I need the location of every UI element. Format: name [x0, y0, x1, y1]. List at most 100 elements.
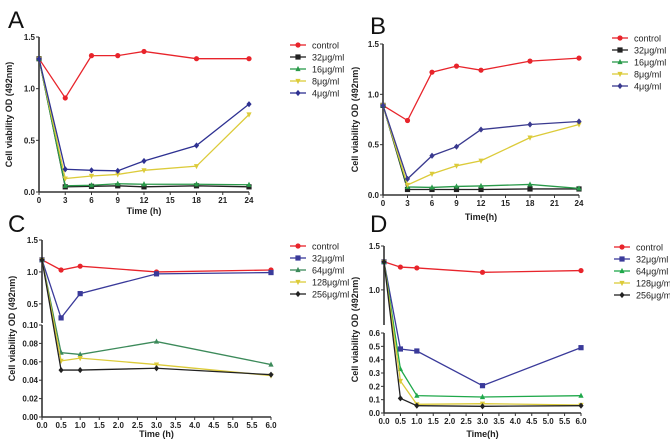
data-point [246, 181, 252, 187]
data-point [88, 53, 95, 59]
x-tick-label: 4.5 [208, 421, 220, 430]
legend-item: control [290, 242, 339, 252]
legend-item: 32μg/ml [290, 53, 344, 63]
x-tick-label: 3 [63, 196, 68, 205]
x-tick-label: 21 [550, 199, 559, 208]
x-tick-label: 0.0 [36, 421, 48, 430]
data-point [453, 143, 460, 150]
legend-label: 256μg/ml [312, 290, 349, 300]
data-point [429, 171, 435, 177]
x-tick-label: 12 [477, 199, 486, 208]
series-control [380, 55, 582, 124]
legend-marker [617, 71, 623, 78]
x-tick-label: 2.5 [461, 417, 473, 426]
data-point [88, 167, 95, 174]
data-point [246, 56, 252, 62]
data-point [77, 366, 83, 374]
x-tick-label: 5.0 [543, 417, 555, 426]
legend-label: control [634, 34, 661, 44]
y-tick-label: 1.0 [369, 286, 381, 295]
x-tick-label: 4.5 [526, 417, 538, 426]
y-axis-label: Cell viability OD (492nm) [350, 277, 360, 383]
series-32gml [380, 102, 582, 193]
y-tick-label: 0.4 [369, 356, 381, 365]
x-tick-label: 5.5 [559, 417, 571, 426]
series-4gml [380, 102, 582, 182]
x-tick-label: 2.0 [444, 417, 456, 426]
legend-marker [619, 267, 625, 274]
series-4gml [36, 55, 252, 174]
data-point [478, 186, 484, 193]
x-tick-label: 12 [140, 196, 149, 205]
data-point [404, 186, 411, 193]
legend-label: 16μg/ml [312, 65, 344, 75]
legend-marker [295, 42, 301, 48]
y-tick-label: 1.5 [24, 33, 36, 42]
data-point [429, 184, 435, 190]
data-point [479, 393, 486, 400]
x-tick-label: 1.5 [94, 421, 106, 430]
x-tick-label: 1.0 [75, 421, 87, 430]
legend-item: 256μg/ml [290, 290, 349, 300]
legend-label: 32μg/ml [312, 53, 344, 63]
data-point [153, 365, 160, 372]
legend-label: 8μg/ml [634, 70, 661, 80]
data-point [479, 383, 486, 389]
legend-label: 64μg/ml [636, 267, 668, 277]
data-point [429, 152, 435, 159]
x-tick-label: 3 [405, 199, 410, 208]
legend-marker [617, 58, 623, 65]
legend-item: 32μg/ml [612, 46, 666, 56]
y-tick-label: 0.06 [22, 358, 38, 367]
y-tick-label: 0.10 [22, 321, 38, 330]
x-tick-label: 3.0 [477, 417, 489, 426]
x-tick-label: 18 [192, 196, 201, 205]
data-point [141, 168, 147, 174]
legend-label: 8μg/ml [312, 77, 339, 87]
legend-label: control [312, 242, 339, 252]
y-axis-label: Cell viability OD (492nm) [4, 62, 14, 168]
data-point [397, 346, 404, 352]
data-point [153, 271, 160, 277]
data-point [39, 256, 45, 263]
legend-item: 16μg/ml [612, 58, 666, 68]
legend-marker [295, 290, 301, 298]
data-point [578, 392, 584, 398]
legend-item: 16μg/ml [290, 65, 344, 75]
legend-marker [295, 89, 301, 97]
x-axis-label: Time (h) [127, 206, 162, 216]
series-line [382, 105, 580, 186]
data-point [62, 182, 68, 188]
data-point [414, 402, 420, 409]
data-point [527, 121, 533, 128]
legend-label: 128μg/ml [312, 278, 349, 288]
data-point [77, 351, 83, 357]
data-point [268, 371, 274, 378]
data-point [453, 163, 460, 169]
data-point [381, 258, 387, 265]
panel-a: A 0 3 6 9 12 15 18 21 24 Time (h) 0.0 0.5 1.0 1.5 Cell … [4, 7, 344, 216]
data-point [527, 135, 533, 141]
x-tick-label: 3.5 [493, 417, 505, 426]
y-tick-label: 0.6 [369, 329, 381, 338]
data-point [77, 291, 83, 297]
panel-letter: B [370, 13, 386, 40]
data-point [527, 181, 533, 187]
data-point [414, 348, 420, 354]
x-tick-label: 4.0 [510, 417, 522, 426]
data-point [115, 180, 121, 186]
data-point [193, 164, 200, 170]
data-point [141, 181, 147, 187]
panel-letter: D [370, 211, 387, 238]
series-line [41, 259, 272, 320]
series-line [38, 50, 249, 100]
legend-label: 32μg/ml [636, 255, 668, 265]
data-point [404, 117, 411, 124]
x-tick-label: 2.5 [132, 421, 144, 430]
y-tick-label: 1.0 [368, 90, 380, 99]
data-point [478, 158, 484, 164]
legend-label: control [636, 243, 663, 253]
series-256gml [381, 258, 584, 410]
y-tick-label: 0.1 [369, 396, 381, 405]
